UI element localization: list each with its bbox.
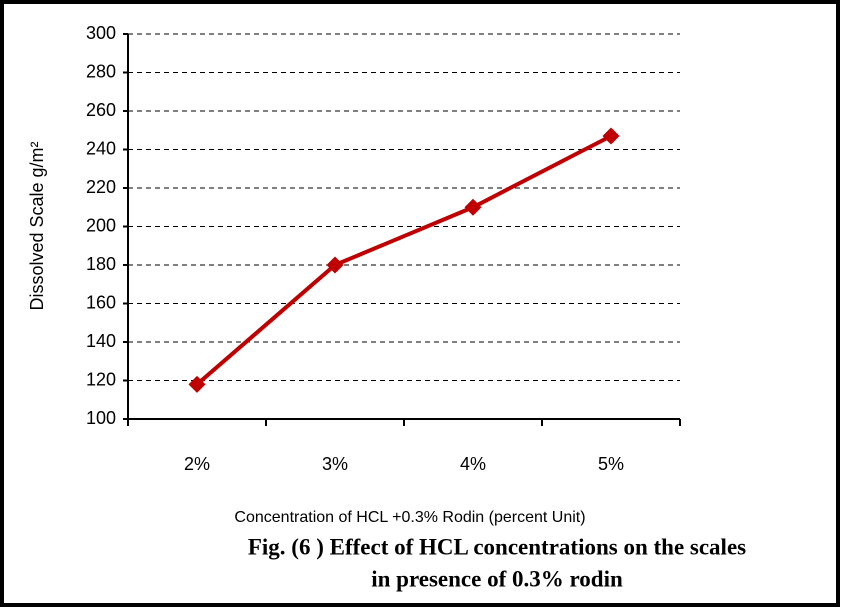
y-tick-label: 240 <box>86 138 116 158</box>
caption: Fig. (6 ) Effect of HCL concentrations o… <box>248 534 746 559</box>
x-tick-label: 3% <box>322 454 348 474</box>
y-tick-label: 260 <box>86 100 116 120</box>
y-tick-label: 280 <box>86 61 116 81</box>
y-tick-label: 220 <box>86 177 116 197</box>
x-axis-label: Concentration of HCL +0.3% Rodin (percen… <box>234 509 585 526</box>
y-axis-label: Dissolved Scale g/m² <box>27 141 47 310</box>
data-line <box>195 134 612 386</box>
data-point <box>188 375 206 393</box>
x-tick-label: 2% <box>184 454 210 474</box>
data-point <box>602 127 620 145</box>
x-tick-label: 5% <box>598 454 624 474</box>
y-tick-label: 140 <box>86 331 116 351</box>
y-tick-label: 120 <box>86 369 116 389</box>
caption: in presence of 0.3% rodin <box>371 566 623 591</box>
y-tick-label: 200 <box>86 215 116 235</box>
y-tick-label: 160 <box>86 292 116 312</box>
y-tick-label: 300 <box>86 23 116 43</box>
y-tick-label: 100 <box>86 408 116 428</box>
data-point <box>326 256 344 274</box>
x-tick-label: 4% <box>460 454 486 474</box>
data-point <box>464 198 482 216</box>
y-tick-label: 180 <box>86 254 116 274</box>
